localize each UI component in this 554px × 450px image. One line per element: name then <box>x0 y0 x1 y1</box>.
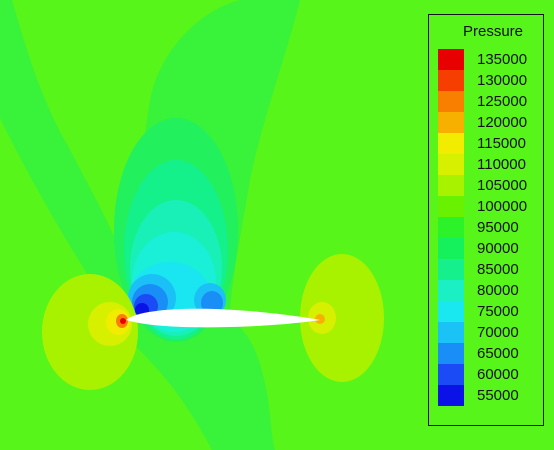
legend-label: 95000 <box>477 219 519 236</box>
legend-swatch <box>438 385 464 406</box>
legend-swatch <box>438 49 464 70</box>
legend-swatch <box>438 196 464 217</box>
legend-label: 90000 <box>477 240 519 257</box>
legend-row: 110000 <box>429 154 543 175</box>
legend-swatch <box>438 154 464 175</box>
legend-row: 75000 <box>429 301 543 322</box>
legend-row: 70000 <box>429 322 543 343</box>
leading-edge-band-135000 <box>120 318 126 324</box>
legend-swatch <box>438 91 464 112</box>
legend-label: 65000 <box>477 345 519 362</box>
legend-label: 115000 <box>477 135 526 152</box>
legend-row: 105000 <box>429 175 543 196</box>
legend-row: 115000 <box>429 133 543 154</box>
legend-label: 55000 <box>477 387 519 404</box>
legend: Pressure 135000 130000 125000 120000 115000 1… <box>428 14 544 426</box>
legend-row: 65000 <box>429 343 543 364</box>
legend-label: 60000 <box>477 366 519 383</box>
trailing-edge-band-120000 <box>315 314 325 324</box>
legend-label: 120000 <box>477 114 528 131</box>
legend-row: 60000 <box>429 364 543 385</box>
legend-label: 105000 <box>477 177 528 194</box>
legend-label: 130000 <box>477 72 528 89</box>
legend-swatch <box>438 364 464 385</box>
legend-label: 125000 <box>477 93 528 110</box>
legend-label: 135000 <box>477 51 528 68</box>
legend-row: 120000 <box>429 112 543 133</box>
legend-label: 80000 <box>477 282 519 299</box>
legend-swatch <box>438 301 464 322</box>
legend-title: Pressure <box>462 23 524 40</box>
legend-label: 70000 <box>477 324 519 341</box>
legend-swatch <box>438 322 464 343</box>
trailing-edge-band-105000 <box>300 254 384 382</box>
legend-swatch <box>438 175 464 196</box>
legend-swatch <box>438 259 464 280</box>
legend-row: 100000 <box>429 196 543 217</box>
legend-row: 55000 <box>429 385 543 406</box>
legend-swatch <box>438 280 464 301</box>
legend-label: 75000 <box>477 303 519 320</box>
airfoil <box>126 308 320 328</box>
legend-swatch <box>438 217 464 238</box>
legend-swatch <box>438 112 464 133</box>
legend-swatch <box>438 238 464 259</box>
legend-row: 125000 <box>429 91 543 112</box>
legend-label: 110000 <box>477 156 526 173</box>
legend-label: 85000 <box>477 261 519 278</box>
legend-row: 80000 <box>429 280 543 301</box>
legend-row: 95000 <box>429 217 543 238</box>
legend-label: 100000 <box>477 198 528 215</box>
legend-row: 130000 <box>429 70 543 91</box>
legend-row: 85000 <box>429 259 543 280</box>
legend-swatch <box>438 70 464 91</box>
legend-swatch <box>438 133 464 154</box>
legend-row: 90000 <box>429 238 543 259</box>
legend-swatch <box>438 343 464 364</box>
legend-row: 135000 <box>429 49 543 70</box>
